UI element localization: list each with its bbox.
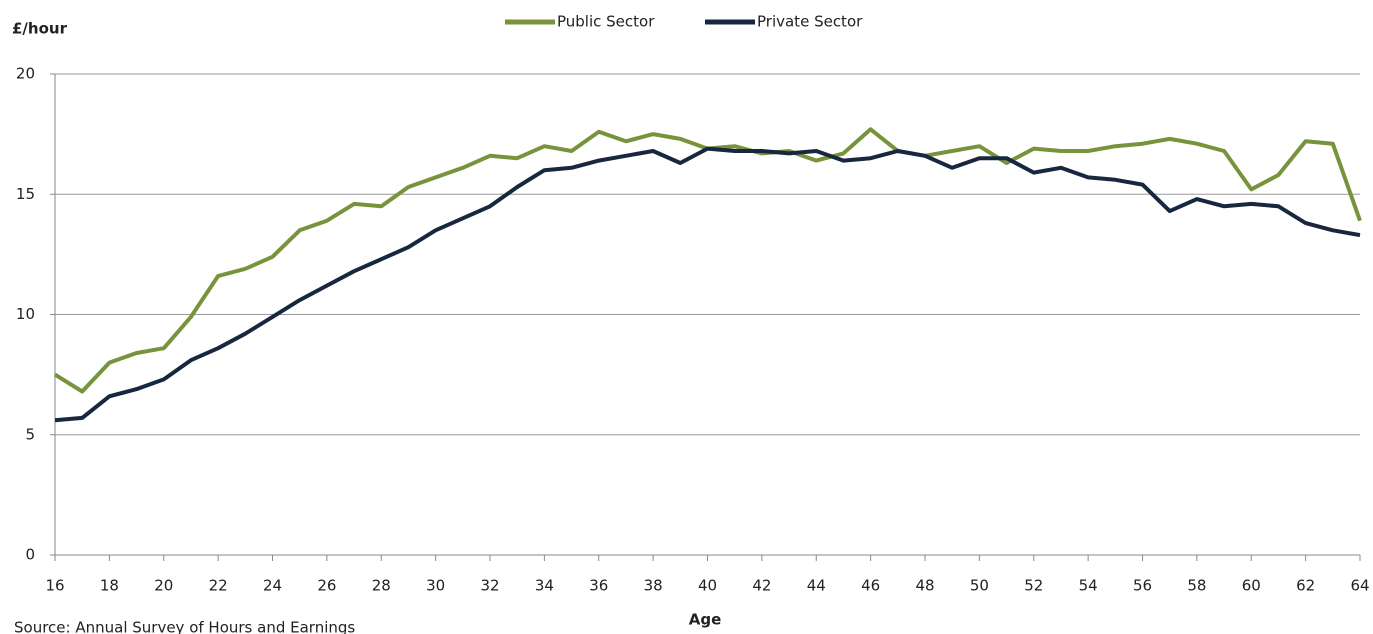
x-tick-label: 26 [317, 577, 336, 595]
x-tick-label: 22 [209, 577, 228, 595]
x-axis-label: Age [689, 611, 722, 629]
x-tick-label: 40 [698, 577, 717, 595]
y-axis-label: £/hour [12, 20, 68, 38]
source-note: Source: Annual Survey of Hours and Earni… [14, 619, 355, 634]
legend-label: Private Sector [757, 13, 863, 31]
x-tick-label: 28 [372, 577, 391, 595]
y-tick-label: 20 [16, 65, 35, 83]
x-tick-label: 64 [1350, 577, 1369, 595]
x-tick-label: 20 [154, 577, 173, 595]
y-tick-label: 15 [16, 185, 35, 203]
x-tick-label: 60 [1242, 577, 1261, 595]
x-tick-label: 48 [915, 577, 934, 595]
x-tick-label: 16 [45, 577, 64, 595]
x-tick-label: 24 [263, 577, 282, 595]
x-tick-label: 32 [480, 577, 499, 595]
series-line [54, 146, 1361, 423]
y-tick-label: 0 [25, 546, 35, 564]
x-tick-label: 52 [1024, 577, 1043, 595]
x-tick-label: 62 [1296, 577, 1315, 595]
x-tick-label: 18 [100, 577, 119, 595]
x-tick-label: 36 [589, 577, 608, 595]
x-tick-label: 54 [1079, 577, 1098, 595]
x-tick-label: 34 [535, 577, 554, 595]
x-tick-label: 42 [752, 577, 771, 595]
y-tick-label: 5 [25, 425, 35, 443]
x-tick-label: 50 [970, 577, 989, 595]
y-tick-label: 10 [16, 305, 35, 323]
x-tick-label: 46 [861, 577, 880, 595]
x-tick-label: 58 [1187, 577, 1206, 595]
x-tick-label: 38 [644, 577, 663, 595]
legend-label: Public Sector [557, 13, 655, 31]
x-tick-label: 44 [807, 577, 826, 595]
x-tick-label: 56 [1133, 577, 1152, 595]
series-line [53, 127, 1362, 394]
x-tick-label: 30 [426, 577, 445, 595]
